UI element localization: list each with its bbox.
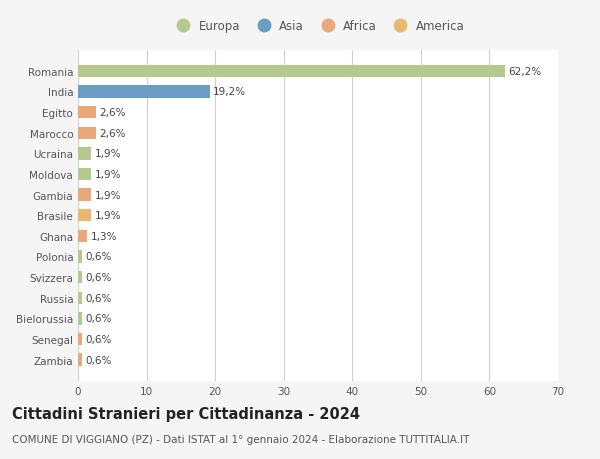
Text: 0,6%: 0,6% <box>86 334 112 344</box>
Bar <box>78 168 91 181</box>
Text: 1,9%: 1,9% <box>94 169 121 179</box>
Bar <box>78 333 82 345</box>
Text: COMUNE DI VIGGIANO (PZ) - Dati ISTAT al 1° gennaio 2024 - Elaborazione TUTTITALI: COMUNE DI VIGGIANO (PZ) - Dati ISTAT al … <box>12 434 469 444</box>
Text: 62,2%: 62,2% <box>508 67 541 77</box>
Text: 2,6%: 2,6% <box>99 129 126 139</box>
Text: 1,9%: 1,9% <box>94 211 121 221</box>
Text: 1,9%: 1,9% <box>94 149 121 159</box>
Text: 0,6%: 0,6% <box>86 355 112 365</box>
Bar <box>78 127 96 140</box>
Bar <box>78 353 82 366</box>
Text: 0,6%: 0,6% <box>86 313 112 324</box>
Text: 19,2%: 19,2% <box>213 87 246 97</box>
Bar <box>78 210 91 222</box>
Legend: Europa, Asia, Africa, America: Europa, Asia, Africa, America <box>167 16 469 38</box>
Bar <box>78 313 82 325</box>
Bar <box>78 189 91 202</box>
Bar <box>78 66 505 78</box>
Text: Cittadini Stranieri per Cittadinanza - 2024: Cittadini Stranieri per Cittadinanza - 2… <box>12 406 360 421</box>
Text: 0,6%: 0,6% <box>86 293 112 303</box>
Bar <box>78 106 96 119</box>
Bar <box>78 292 82 304</box>
Text: 1,9%: 1,9% <box>94 190 121 200</box>
Bar <box>78 271 82 284</box>
Text: 0,6%: 0,6% <box>86 273 112 282</box>
Text: 2,6%: 2,6% <box>99 108 126 118</box>
Text: 1,3%: 1,3% <box>91 231 117 241</box>
Bar <box>78 86 209 98</box>
Bar <box>78 148 91 160</box>
Bar <box>78 251 82 263</box>
Bar <box>78 230 87 242</box>
Text: 0,6%: 0,6% <box>86 252 112 262</box>
